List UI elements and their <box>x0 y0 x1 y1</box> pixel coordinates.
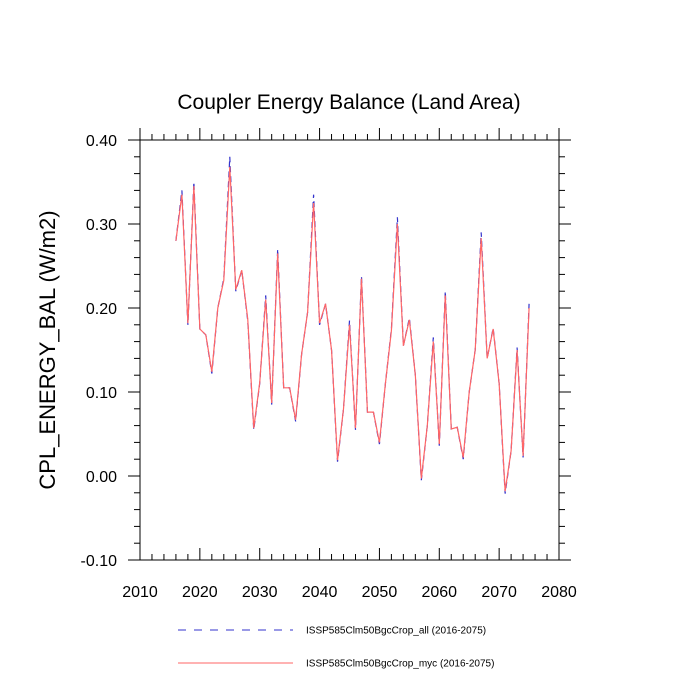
legend-label-1: ISSP585Clm50BgcCrop_all (2016-2075) <box>306 626 486 637</box>
x-tick-label: 2030 <box>242 584 278 601</box>
legend-label-2: ISSP585Clm50BgcCrop_myc (2016-2075) <box>306 659 494 670</box>
y-tick-label: 0.00 <box>86 469 117 486</box>
y-axis-label: CPL_ENERGY_BAL (W/m2) <box>35 210 60 489</box>
y-tick-label: 0.40 <box>86 133 117 150</box>
y-tick-label: 0.30 <box>86 217 117 234</box>
plot-frame <box>139 139 560 561</box>
x-tick-label: 2060 <box>421 584 457 601</box>
y-tick-label: -0.10 <box>81 553 118 570</box>
series-line-2 <box>175 166 530 492</box>
x-tick-label: 2040 <box>302 584 338 601</box>
y-tick-label: 0.20 <box>86 301 117 318</box>
x-tick-label: 2020 <box>182 584 218 601</box>
chart-title: Coupler Energy Balance (Land Area) <box>177 91 520 114</box>
x-tick-label: 2010 <box>122 584 158 601</box>
x-tick-label: 2050 <box>362 584 398 601</box>
x-tick-label: 2080 <box>541 584 577 601</box>
x-tick-label: 2070 <box>481 584 517 601</box>
y-tick-label: 0.10 <box>86 385 117 402</box>
